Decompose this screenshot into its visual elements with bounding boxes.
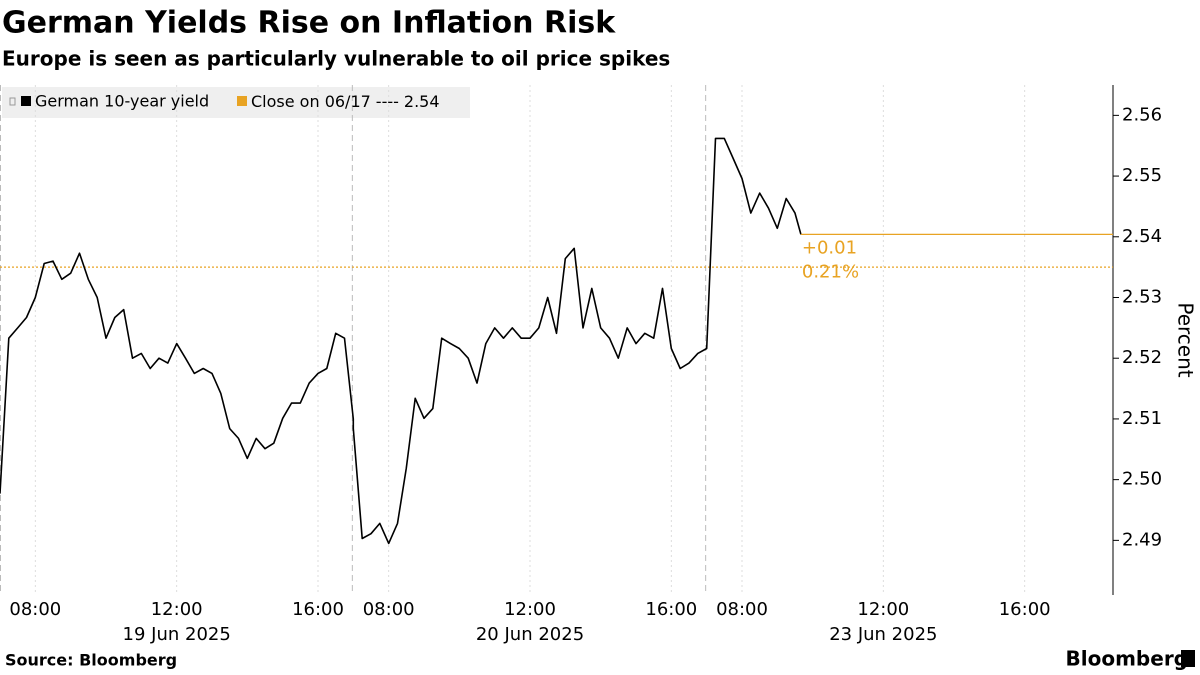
y-axis-label: Percent [1174,302,1198,377]
x-group-label: 20 Jun 2025 [476,624,584,645]
x-tick-label: 08:00 [716,599,768,620]
x-tick-label: 08:00 [363,599,415,620]
legend-swatch [237,96,247,106]
y-tick-label: 2.56 [1122,104,1162,125]
legend-label: German 10-year yield [35,92,209,111]
legend-part: Close on 06/17 [251,92,371,111]
change-label: 0.21% [802,261,859,282]
x-group-label: 19 Jun 2025 [123,624,231,645]
y-tick-label: 2.50 [1122,469,1162,490]
y-tick-label: 2.52 [1122,347,1162,368]
x-tick-label: 16:00 [999,599,1051,620]
y-tick-label: 2.51 [1122,408,1162,429]
y-tick-label: 2.49 [1122,529,1162,550]
source: Source: Bloomberg [5,651,177,670]
x-tick-label: 12:00 [151,599,203,620]
y-tick-label: 2.55 [1122,165,1162,186]
legend-part: 2.54 [404,92,440,111]
legend-box [2,87,470,118]
x-tick-label: 16:00 [292,599,344,620]
y-tick-label: 2.53 [1122,287,1162,308]
x-group-label: 23 Jun 2025 [829,624,937,645]
brand-icon [1181,650,1195,667]
legend-part: ---- [376,92,399,111]
series-line [0,137,802,545]
x-tick-label: 08:00 [9,599,61,620]
brand: Bloomberg [1066,647,1188,671]
x-tick-label: 12:00 [504,599,556,620]
chart-subtitle: Europe is seen as particularly vulnerabl… [2,47,670,71]
x-tick-label: 12:00 [857,599,909,620]
legend-swatch [21,96,31,106]
change-label: +0.01 [802,237,857,258]
y-tick-label: 2.54 [1122,226,1162,247]
legend-label: Close on 06/17 ---- 2.54 [251,92,440,111]
legend-icon [9,97,16,106]
chart-title: German Yields Rise on Inflation Risk [2,6,616,41]
x-tick-label: 16:00 [645,599,697,620]
